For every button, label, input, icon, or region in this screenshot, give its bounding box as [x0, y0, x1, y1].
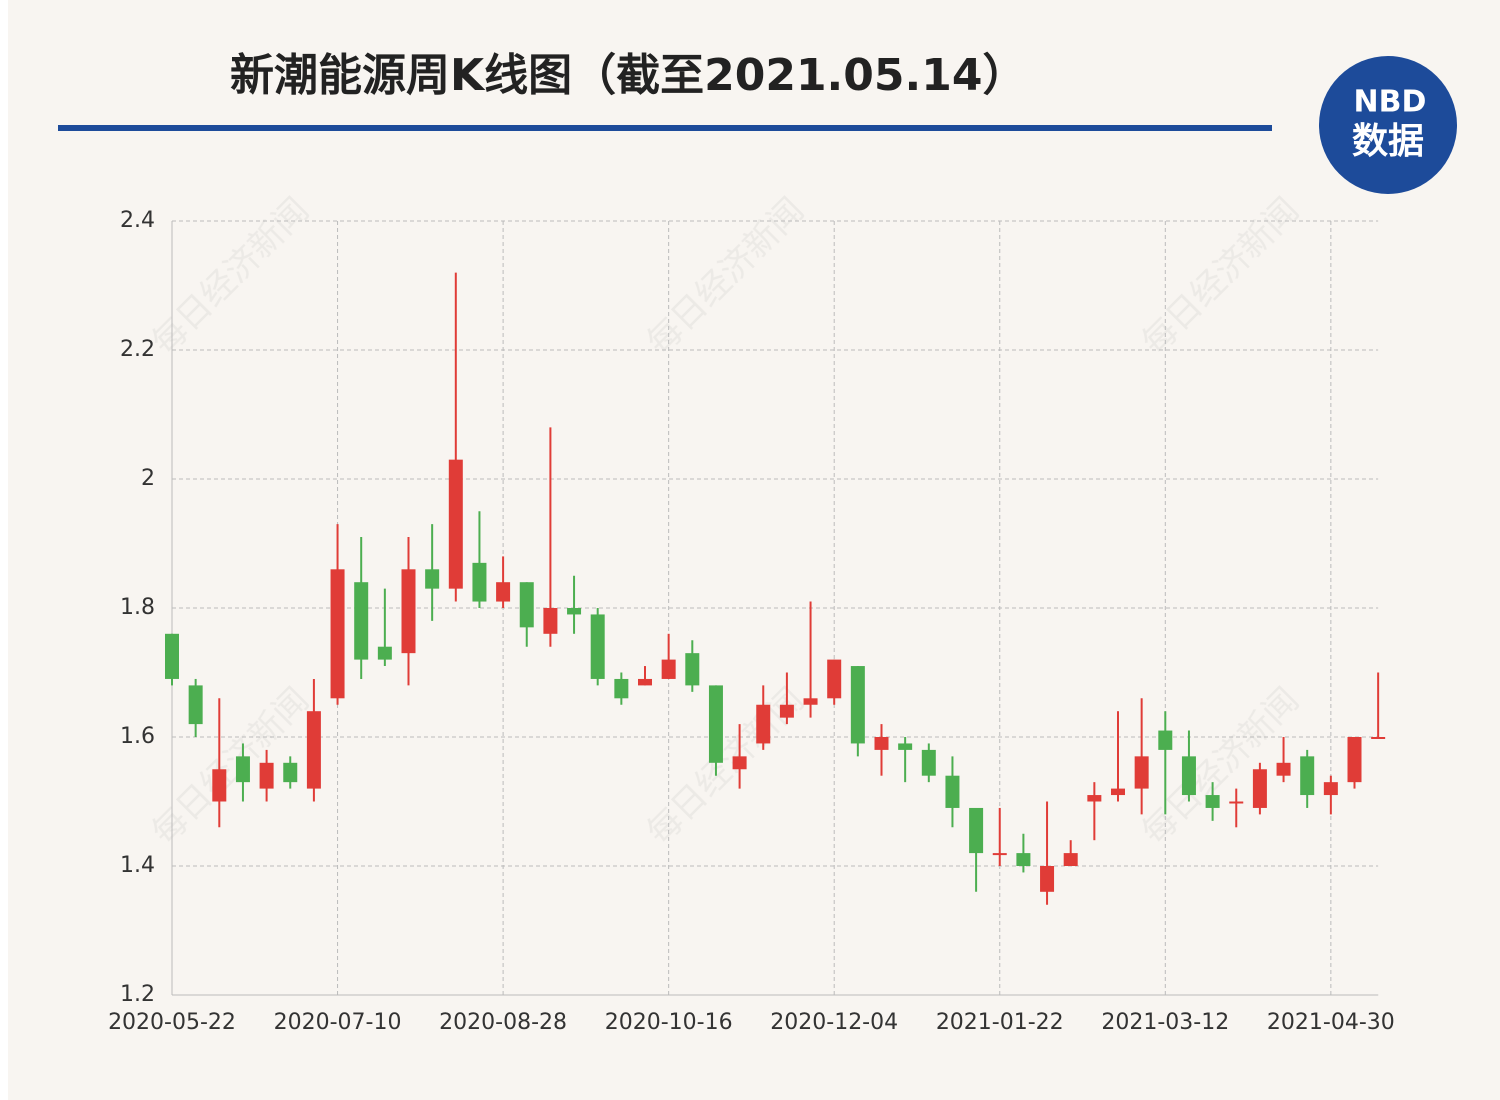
candle-body	[1371, 737, 1386, 739]
candle-body	[685, 653, 700, 686]
candle-body	[708, 685, 723, 763]
x-tick-label: 2021-03-12	[1101, 1010, 1229, 1035]
x-tick-label: 2020-07-10	[274, 1010, 402, 1035]
candle-body	[519, 582, 534, 628]
y-tick-label: 2	[141, 466, 155, 491]
x-tick-label: 2020-10-16	[605, 1010, 733, 1035]
candle-body	[188, 685, 203, 725]
candle-body	[472, 562, 487, 602]
candle-body	[1205, 795, 1220, 808]
candle-body	[779, 704, 794, 718]
candle-body	[1252, 769, 1267, 808]
candle-body	[1347, 737, 1362, 783]
candle-body	[850, 666, 865, 744]
candle-body	[1323, 782, 1338, 796]
y-tick-label: 2.4	[120, 208, 155, 233]
candle-body	[898, 743, 913, 750]
candle-body	[1087, 795, 1102, 802]
x-tick-label: 2021-04-30	[1267, 1010, 1395, 1035]
candle-body	[590, 614, 605, 679]
candle-body	[874, 737, 889, 750]
candle-body	[969, 807, 984, 854]
candle-body	[1016, 853, 1031, 866]
candle-body	[921, 749, 936, 776]
candle-body	[1158, 730, 1173, 750]
logo-top: NBD	[1354, 85, 1427, 120]
candle-body	[1111, 788, 1125, 796]
candle-body	[425, 569, 440, 589]
candle-body	[543, 608, 558, 634]
candle-body	[448, 459, 463, 589]
candle-body	[732, 756, 747, 770]
chart-title: 新潮能源周K线图（截至2021.05.14）	[230, 50, 1026, 101]
candle-body	[1229, 801, 1244, 804]
x-tick-label: 2020-12-04	[770, 1010, 898, 1035]
candle-body	[1300, 756, 1315, 796]
y-tick-label: 1.2	[120, 982, 155, 1007]
candle-body	[259, 762, 274, 789]
candle-body	[1134, 756, 1149, 789]
candle-body	[614, 678, 629, 699]
candle-body	[945, 775, 960, 808]
y-tick-label: 1.6	[120, 724, 155, 749]
y-tick-label: 1.8	[120, 595, 155, 620]
candle-body	[496, 582, 511, 602]
candle-body	[1276, 762, 1291, 776]
candle-body	[212, 769, 227, 802]
logo-bottom: 数据	[1352, 121, 1424, 162]
candle-body	[165, 633, 179, 679]
y-tick-label: 1.4	[120, 853, 155, 878]
background	[8, 0, 1500, 1100]
y-tick-label: 2.2	[120, 337, 155, 362]
x-tick-label: 2021-01-22	[936, 1010, 1064, 1035]
title-rule	[58, 125, 1272, 131]
x-tick-label: 2020-08-28	[439, 1010, 567, 1035]
candle-body	[235, 756, 250, 783]
candle-body	[567, 608, 582, 615]
candle-body	[377, 646, 392, 660]
candle-body	[803, 698, 818, 705]
candle-body	[827, 659, 842, 699]
candle-body	[1181, 756, 1196, 796]
logo	[1319, 56, 1457, 194]
candle-body	[354, 582, 369, 660]
candle-body	[1063, 853, 1078, 866]
candle-body	[330, 569, 345, 699]
candle-body	[992, 853, 1007, 856]
candle-body	[283, 762, 298, 783]
candle-body	[306, 711, 321, 789]
candle-body	[661, 659, 676, 679]
candle-body	[638, 678, 652, 686]
candle-body	[401, 569, 416, 654]
x-tick-label: 2020-05-22	[108, 1010, 236, 1035]
candle-body	[1040, 866, 1055, 892]
candle-body	[756, 704, 771, 744]
